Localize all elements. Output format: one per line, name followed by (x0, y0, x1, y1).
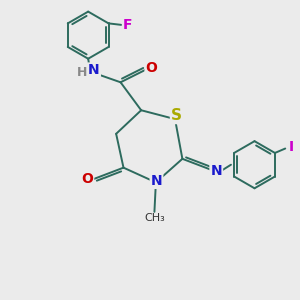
Text: O: O (81, 172, 93, 186)
Text: CH₃: CH₃ (144, 213, 165, 223)
Text: O: O (146, 61, 158, 75)
Text: N: N (210, 164, 222, 178)
Text: N: N (151, 174, 162, 188)
Text: H: H (77, 66, 88, 79)
Text: F: F (123, 18, 133, 32)
Text: S: S (171, 108, 182, 123)
Text: N: N (88, 64, 100, 77)
Text: I: I (289, 140, 294, 154)
